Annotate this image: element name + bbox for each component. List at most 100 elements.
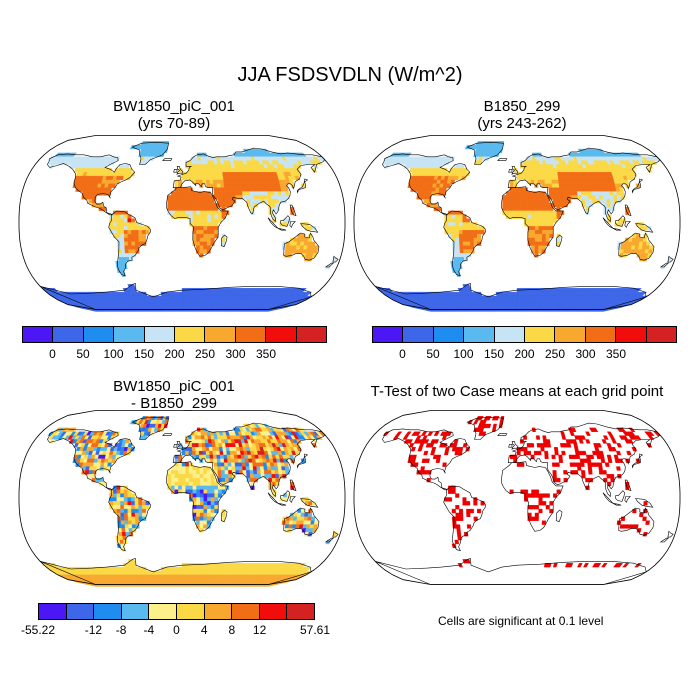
map-cell — [145, 501, 150, 506]
map-cell — [576, 462, 582, 467]
map-cell — [566, 187, 571, 192]
coastline — [166, 461, 229, 532]
map-cell — [452, 520, 457, 525]
map-cell — [249, 474, 255, 479]
map-cell — [523, 199, 528, 204]
map-cell — [607, 214, 612, 219]
map-cell — [192, 508, 197, 514]
map-cell — [196, 474, 201, 479]
map-cell — [189, 206, 194, 212]
coastline — [497, 433, 508, 436]
map-cell — [601, 307, 621, 312]
map-cell — [556, 237, 561, 243]
map-cell — [541, 245, 546, 250]
map-cell — [463, 249, 468, 254]
colorbar-tick-label: 4 — [200, 623, 208, 637]
map-cell — [212, 454, 218, 460]
map-cell — [179, 574, 183, 579]
map-cell — [534, 249, 539, 254]
map-cell — [246, 199, 251, 204]
map-cell — [480, 501, 485, 506]
map-cell — [274, 470, 280, 475]
map-cell — [639, 512, 644, 518]
map-cell — [199, 454, 204, 460]
map-cell — [238, 466, 243, 471]
colorbar-swatch — [66, 604, 95, 619]
map-cell — [534, 179, 539, 185]
map-cell — [174, 187, 179, 192]
map-cell — [131, 226, 136, 231]
coastline — [300, 223, 319, 233]
map-cell — [192, 470, 197, 475]
map-cell — [203, 241, 208, 246]
map-cell — [210, 233, 215, 239]
map-cell — [127, 218, 132, 223]
map-cell — [304, 512, 309, 518]
map-cell — [513, 454, 518, 460]
map-cell — [558, 458, 564, 463]
map-cell — [505, 202, 511, 208]
map-cell — [645, 520, 650, 525]
map-cell — [125, 257, 130, 262]
map-cell — [256, 466, 261, 471]
map-cell — [170, 210, 175, 215]
map-cell — [272, 489, 277, 494]
map-cell — [184, 160, 189, 165]
coastline — [382, 153, 471, 216]
map-cell — [595, 195, 600, 200]
map-cell — [534, 202, 539, 208]
map-cell — [145, 226, 150, 231]
map-cell — [300, 237, 305, 243]
map-cell — [227, 183, 232, 188]
map-cell — [462, 218, 467, 223]
map-cell — [531, 516, 536, 521]
map-cell — [606, 454, 612, 460]
map-cell — [513, 195, 518, 200]
coastlines — [374, 416, 674, 585]
map-cell — [206, 474, 211, 479]
map-cell — [249, 470, 254, 475]
map-cell — [456, 257, 462, 262]
map-cell — [552, 187, 557, 192]
map-cell — [538, 195, 543, 200]
map-cell — [573, 443, 579, 448]
map-cell — [616, 466, 621, 471]
map-cell — [250, 477, 255, 483]
map-cell — [196, 505, 201, 510]
map-cell — [455, 222, 460, 227]
map-cell — [206, 202, 212, 208]
map-cell — [116, 218, 121, 223]
coastline — [108, 485, 151, 552]
map-cell — [121, 253, 126, 258]
map-cell — [506, 195, 511, 200]
map-cell — [486, 423, 492, 429]
map-cell — [191, 443, 196, 448]
map-cell — [196, 489, 201, 494]
map-cell — [196, 233, 201, 239]
map-cell — [463, 253, 468, 258]
map-cell — [185, 474, 190, 479]
map-cell — [84, 195, 90, 200]
map-cell — [523, 175, 528, 181]
map-cell — [419, 470, 425, 475]
colorbar-swatch — [296, 327, 327, 342]
map-cell — [203, 249, 208, 254]
map-cell — [195, 443, 200, 448]
map-cell — [466, 226, 471, 231]
map-cell — [628, 237, 633, 243]
map-cell — [534, 241, 539, 246]
coastline — [280, 215, 291, 227]
map-cell — [542, 493, 547, 498]
map-cell — [112, 214, 118, 219]
map-cell — [452, 249, 457, 254]
coastline — [511, 166, 519, 175]
map-cell — [459, 245, 464, 250]
map-cell — [167, 195, 172, 200]
coastline — [615, 490, 626, 502]
map-cell — [120, 497, 125, 502]
map-cell — [511, 299, 515, 304]
map-cell — [216, 450, 221, 456]
map-cell — [534, 218, 539, 223]
panel1-title-line1: BW1850_piC_001 — [113, 98, 235, 115]
map-cell — [523, 450, 528, 456]
